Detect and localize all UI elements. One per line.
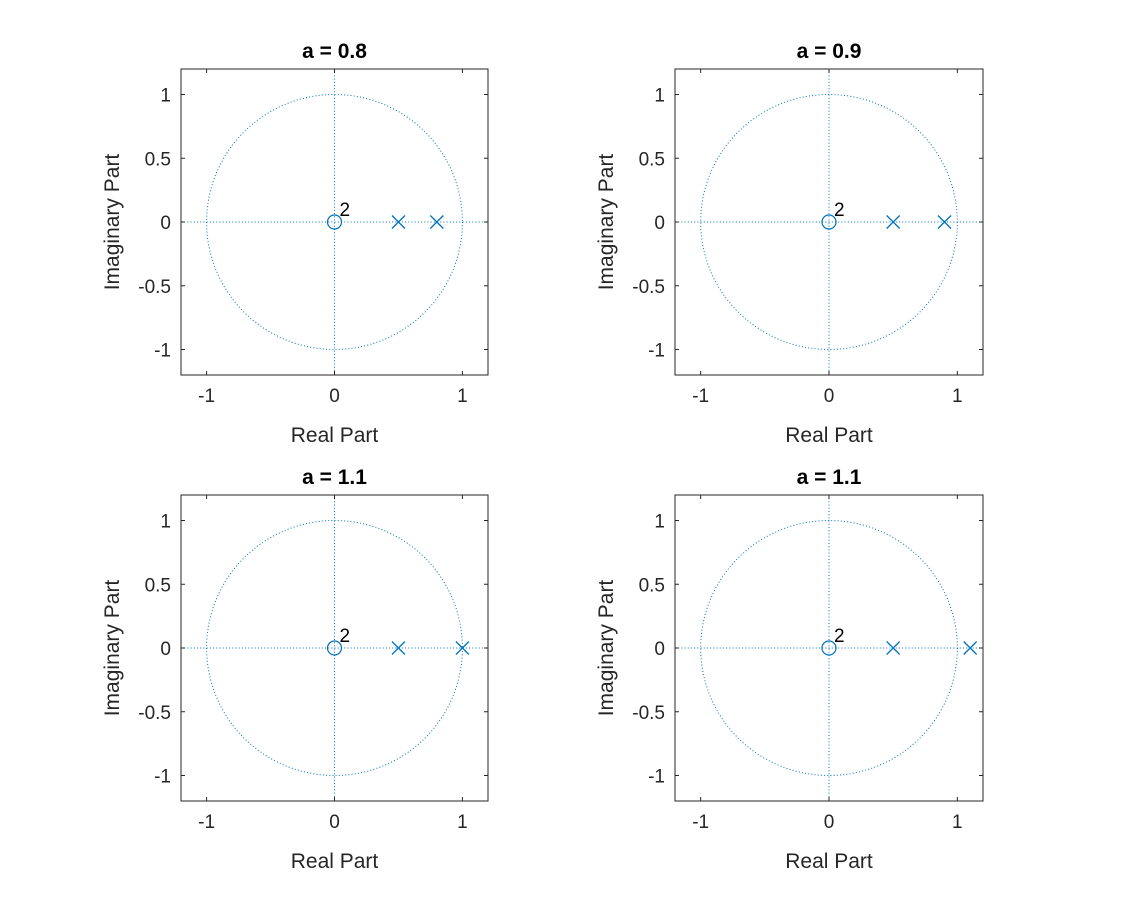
pole-stroke [963, 641, 978, 655]
x-tick-label: 1 [952, 812, 963, 833]
pole-stroke [391, 215, 406, 229]
y-axis-label: Imaginary Part [101, 154, 124, 291]
pole-stroke [391, 641, 406, 655]
y-tick-label: 0.5 [639, 575, 665, 596]
pole-marker [963, 641, 978, 655]
y-tick-label: -0.5 [632, 277, 665, 298]
zero-multiplicity-label: 2 [834, 200, 845, 221]
zero-marker [326, 640, 343, 656]
pole-marker [886, 641, 901, 655]
y-tick-label: 0 [160, 639, 171, 660]
x-tick-label: 1 [457, 386, 468, 407]
y-tick-label: -1 [154, 341, 171, 362]
y-tick-label: 1 [654, 86, 665, 107]
x-tick-label: 1 [952, 386, 963, 407]
pole-stroke [886, 215, 901, 229]
subplot-title: a = 1.1 [797, 466, 862, 489]
x-tick-label: 0 [329, 812, 340, 833]
pole-marker [429, 215, 444, 229]
y-tick-label: 1 [160, 512, 171, 533]
subplot-2: -1 0 1 1 0.5 0 -0.5 -1 2 a = 0.9 Real Part Imaginar… [595, 40, 984, 447]
zero-marker [821, 214, 837, 230]
y-tick-label: 0 [654, 213, 665, 234]
x-axis-label: Real Part [291, 424, 379, 447]
y-tick-label: -1 [648, 341, 665, 362]
x-tick-label: -1 [692, 812, 709, 833]
y-tick-label: 0 [160, 213, 171, 234]
pole-stroke [886, 641, 901, 655]
zero-marker [821, 640, 837, 656]
x-tick-label: -1 [198, 812, 215, 833]
zero-marker [326, 214, 343, 230]
pole-marker [937, 215, 952, 229]
x-tick-label: 0 [824, 386, 835, 407]
plot-area [181, 495, 488, 801]
pole-stroke [429, 215, 444, 229]
y-tick-label: 0.5 [145, 149, 171, 170]
y-tick-label: -0.5 [632, 703, 665, 724]
pole-stroke [937, 215, 952, 229]
y-tick-label: 0.5 [639, 149, 665, 170]
y-tick-label: -1 [648, 767, 665, 788]
x-tick-label: -1 [692, 386, 709, 407]
y-tick-label: 1 [654, 512, 665, 533]
pole-marker [455, 641, 470, 655]
y-axis-label: Imaginary Part [595, 580, 618, 717]
x-tick-label: 1 [457, 812, 468, 833]
zero-multiplicity-label: 2 [340, 626, 351, 647]
x-tick-label: 0 [824, 812, 835, 833]
y-tick-label: -1 [154, 767, 171, 788]
y-tick-label: 0.5 [145, 575, 171, 596]
subplot-1: -1 0 1 1 0.5 0 -0.5 -1 2 a = 0.8 Real Part Imaginar… [101, 40, 489, 447]
x-tick-label: 0 [329, 386, 340, 407]
pole-marker [391, 215, 406, 229]
pole-marker [391, 641, 406, 655]
pole-marker [886, 215, 901, 229]
pole-stroke [455, 641, 470, 655]
y-tick-label: -0.5 [138, 703, 171, 724]
x-axis-label: Real Part [291, 850, 379, 873]
x-tick-label: -1 [198, 386, 215, 407]
subplot-title: a = 1.1 [302, 466, 367, 489]
y-tick-label: 1 [160, 86, 171, 107]
y-axis-label: Imaginary Part [101, 580, 124, 717]
x-axis-label: Real Part [785, 424, 873, 447]
y-axis-label: Imaginary Part [595, 154, 618, 291]
y-tick-label: 0 [654, 639, 665, 660]
x-axis-label: Real Part [785, 850, 873, 873]
zero-multiplicity-label: 2 [834, 626, 845, 647]
subplot-title: a = 0.9 [797, 40, 862, 63]
zero-multiplicity-label: 2 [340, 200, 351, 221]
y-tick-label: -0.5 [138, 277, 171, 298]
subplot-title: a = 0.8 [302, 40, 367, 63]
subplot-3: -1 0 1 1 0.5 0 -0.5 -1 2 a = 1.1 Real Part Imaginar… [101, 466, 489, 873]
subplot-4: -1 0 1 1 0.5 0 -0.5 -1 2 a = 1.1 Real Part Imaginar… [595, 466, 984, 873]
